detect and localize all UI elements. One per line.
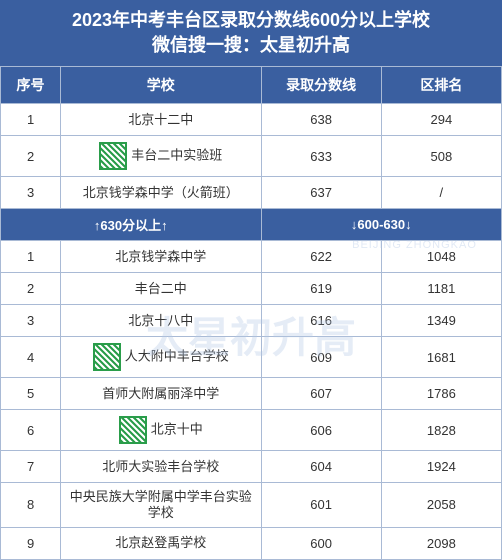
page-header: 2023年中考丰台区录取分数线600分以上学校 微信搜一搜：太星初升高 (0, 0, 502, 66)
row-school: 北京十八中 (61, 305, 261, 337)
row-num: 7 (1, 451, 61, 483)
title-line2: 微信搜一搜：太星初升高 (0, 33, 502, 58)
row-school: 丰台二中实验班 (61, 136, 261, 177)
row-num: 1 (1, 104, 61, 136)
row-school: 北师大实验丰台学校 (61, 451, 261, 483)
school-name: 中央民族大学附属中学丰台实验学校 (70, 489, 252, 520)
table-row: 4 人大附中丰台学校 6091681 (1, 337, 502, 378)
divider-right: ↓600-630↓ (261, 209, 502, 241)
table-header-row: 序号 学校 录取分数线 区排名 (1, 67, 502, 104)
row-num: 8 (1, 483, 61, 527)
row-num: 9 (1, 527, 61, 559)
row-rank: / (381, 177, 501, 209)
row-num: 1 (1, 241, 61, 273)
row-score: 607 (261, 378, 381, 410)
row-num: 4 (1, 337, 61, 378)
row-rank: 1349 (381, 305, 501, 337)
row-num: 3 (1, 177, 61, 209)
row-school: 丰台二中 (61, 273, 261, 305)
row-rank: 294 (381, 104, 501, 136)
table-row: 6 北京十中 6061828 (1, 410, 502, 451)
title-line1: 2023年中考丰台区录取分数线600分以上学校 (0, 8, 502, 33)
school-name: 首师大附属丽泽中学 (102, 386, 219, 401)
school-name: 北京钱学森中学 (115, 249, 206, 264)
row-score: 616 (261, 305, 381, 337)
table-row: 9 北京赵登禹学校 6002098 (1, 527, 502, 559)
row-rank: 1924 (381, 451, 501, 483)
row-num: 6 (1, 410, 61, 451)
row-rank: 2058 (381, 483, 501, 527)
row-school: 北京十中 (61, 410, 261, 451)
row-school: 中央民族大学附属中学丰台实验学校 (61, 483, 261, 527)
qr-icon (99, 142, 127, 170)
row-rank: 1181 (381, 273, 501, 305)
table-row: 3 北京十八中 6161349 (1, 305, 502, 337)
table-row: 5 首师大附属丽泽中学 6071786 (1, 378, 502, 410)
row-rank: 2098 (381, 527, 501, 559)
school-name: 北京十中 (151, 422, 203, 437)
row-school: 首师大附属丽泽中学 (61, 378, 261, 410)
school-name: 丰台二中 (135, 281, 187, 296)
row-school: 北京钱学森中学（火箭班） (61, 177, 261, 209)
school-name: 北京赵登禹学校 (115, 535, 206, 550)
table-row: 1 北京十二中 638294 (1, 104, 502, 136)
school-name: 人大附中丰台学校 (125, 349, 229, 364)
row-score: 638 (261, 104, 381, 136)
qr-icon (119, 416, 147, 444)
col-school: 学校 (61, 67, 261, 104)
row-school: 北京十二中 (61, 104, 261, 136)
row-num: 5 (1, 378, 61, 410)
divider-row: ↑630分以上↑↓600-630↓ (1, 209, 502, 241)
school-name: 北京十八中 (128, 313, 193, 328)
table-row: 8 中央民族大学附属中学丰台实验学校 6012058 (1, 483, 502, 527)
school-name: 北京十二中 (128, 112, 193, 127)
table-row: 7 北师大实验丰台学校 6041924 (1, 451, 502, 483)
table-row: 2 丰台二中实验班 633508 (1, 136, 502, 177)
row-score: 601 (261, 483, 381, 527)
row-score: 606 (261, 410, 381, 451)
col-num: 序号 (1, 67, 61, 104)
scores-table: 序号 学校 录取分数线 区排名 1北京十二中6382942丰台二中实验班6335… (0, 66, 502, 559)
table-row: 1 北京钱学森中学 6221048 (1, 241, 502, 273)
row-num: 3 (1, 305, 61, 337)
row-rank: 1048 (381, 241, 501, 273)
row-num: 2 (1, 273, 61, 305)
school-name: 北师大实验丰台学校 (102, 459, 219, 474)
row-rank: 1786 (381, 378, 501, 410)
row-rank: 1828 (381, 410, 501, 451)
row-score: 622 (261, 241, 381, 273)
school-name: 丰台二中实验班 (131, 148, 222, 163)
school-name: 北京钱学森中学（火箭班） (83, 185, 239, 200)
row-school: 北京赵登禹学校 (61, 527, 261, 559)
row-score: 619 (261, 273, 381, 305)
row-score: 604 (261, 451, 381, 483)
table-row: 3 北京钱学森中学（火箭班） 637/ (1, 177, 502, 209)
row-score: 609 (261, 337, 381, 378)
col-rank: 区排名 (381, 67, 501, 104)
row-rank: 508 (381, 136, 501, 177)
qr-icon (93, 343, 121, 371)
table-row: 2 丰台二中 6191181 (1, 273, 502, 305)
row-school: 人大附中丰台学校 (61, 337, 261, 378)
row-num: 2 (1, 136, 61, 177)
row-rank: 1681 (381, 337, 501, 378)
row-school: 北京钱学森中学 (61, 241, 261, 273)
row-score: 637 (261, 177, 381, 209)
col-score: 录取分数线 (261, 67, 381, 104)
row-score: 600 (261, 527, 381, 559)
divider-left: ↑630分以上↑ (1, 209, 262, 241)
row-score: 633 (261, 136, 381, 177)
